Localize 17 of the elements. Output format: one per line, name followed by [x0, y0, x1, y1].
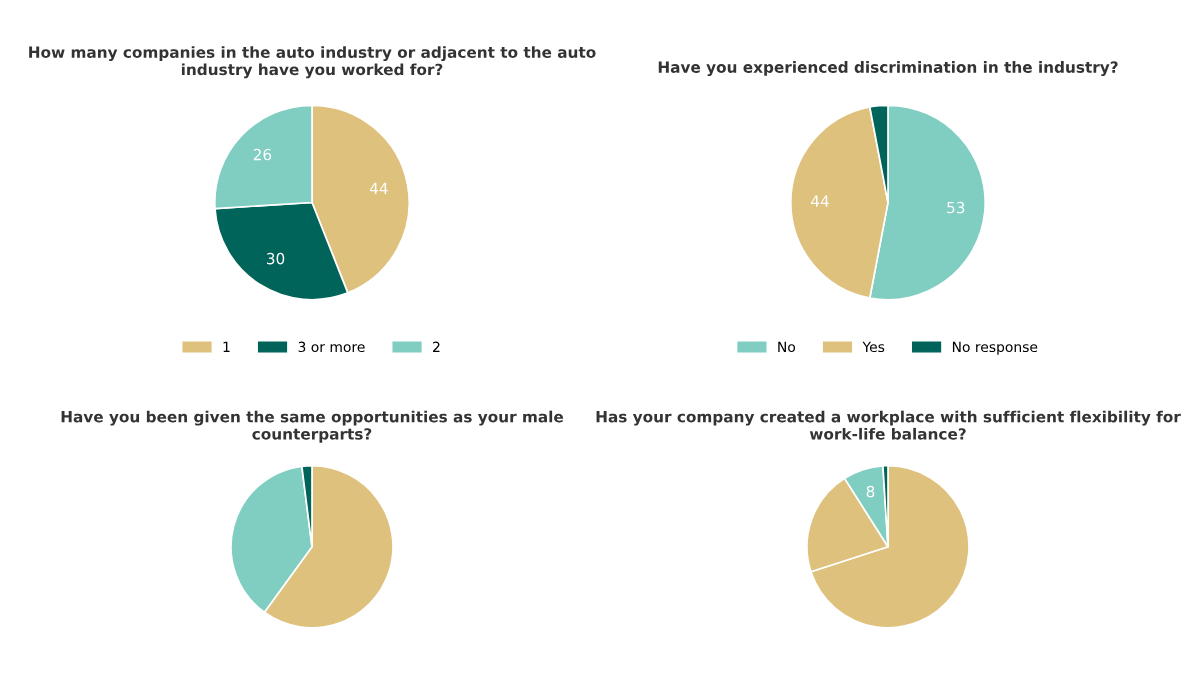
data-label: 8 [866, 485, 875, 498]
data-label: 53 [947, 201, 965, 214]
chart-title: Has your company created a workplace with sufficient flexibility for work-life balance? [596, 410, 1181, 440]
chart-title: How many companies in the auto industry or adjacent to the auto industry have you worked for? [29, 46, 596, 79]
data-label: 30 [266, 252, 285, 265]
chart-title: Have you experienced discrimination in the industry? [658, 61, 1118, 76]
legend-label: 2 [433, 341, 440, 352]
legend-label: No response [952, 341, 1038, 355]
chart-title: Have you been given the same opportunities as your male counterparts? [61, 410, 564, 443]
legend-label: No [778, 341, 796, 353]
legend-label: 1 [223, 341, 230, 352]
data-label: 26 [253, 148, 272, 161]
data-label: 44 [810, 195, 829, 207]
pie-slice [810, 464, 970, 629]
legend-label: Yes [862, 341, 885, 353]
data-label: 44 [369, 182, 388, 194]
legend-label: 3 or more [298, 341, 365, 353]
